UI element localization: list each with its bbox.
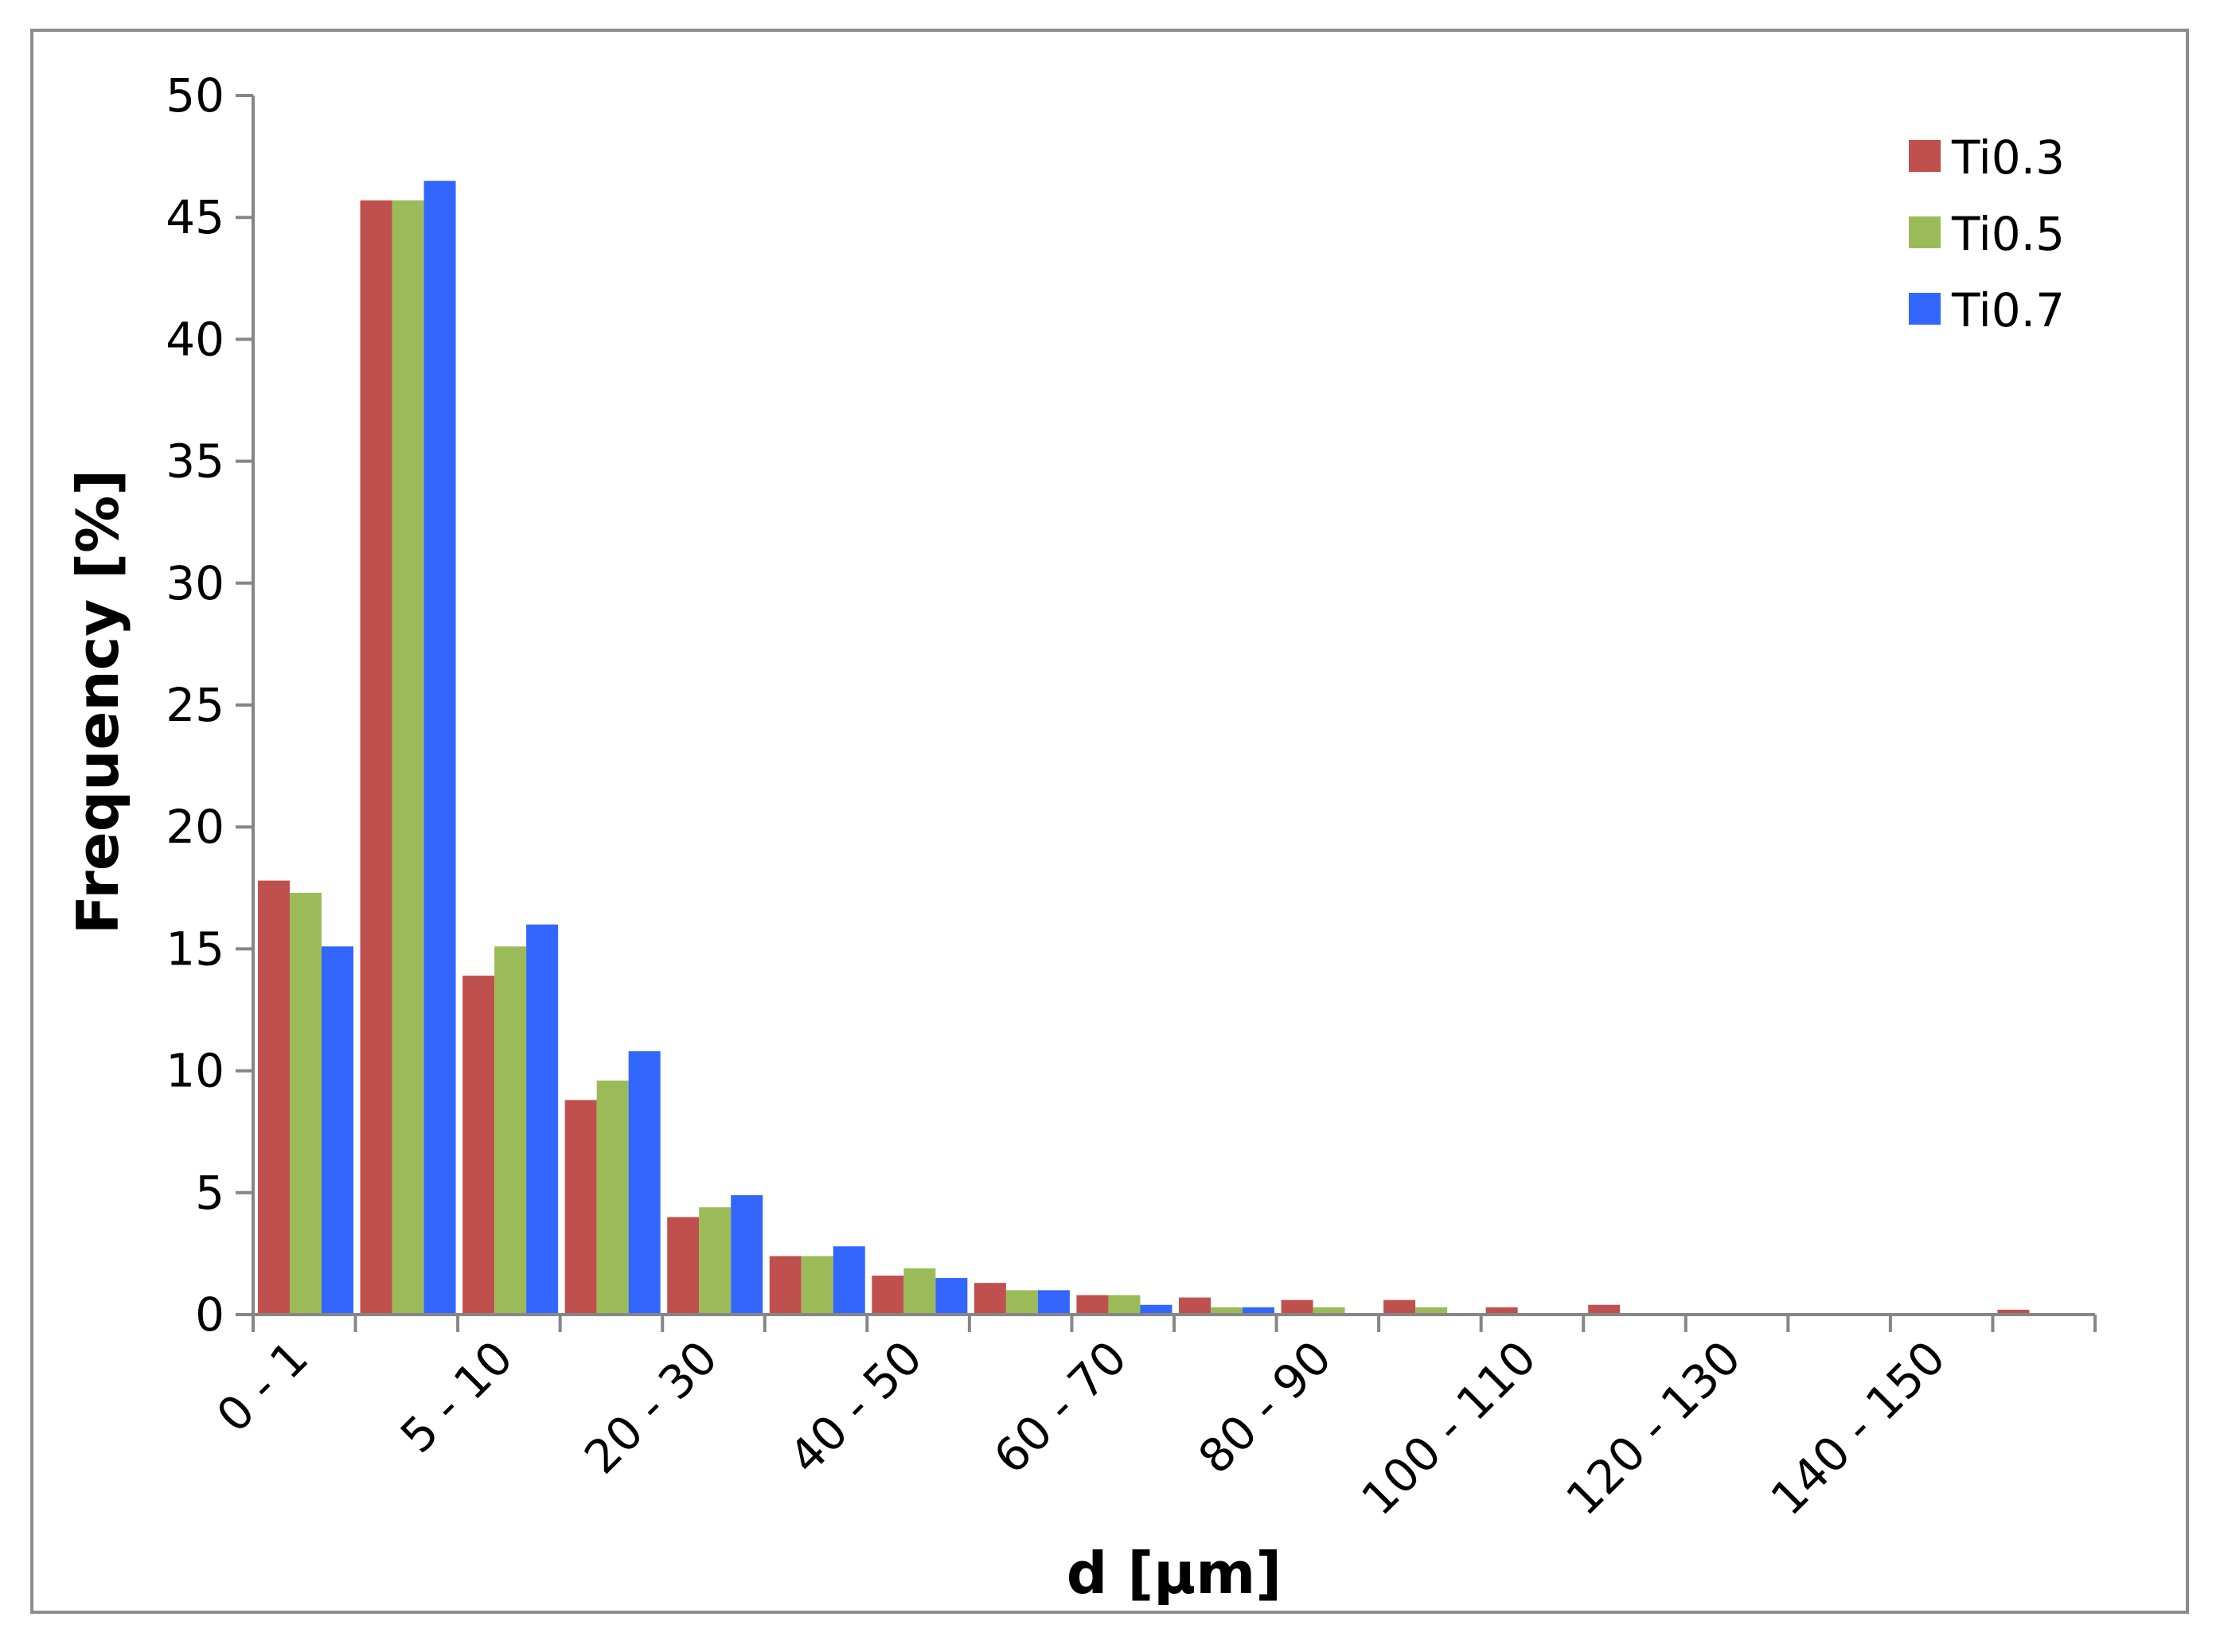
bar-ti0-7-5 <box>731 1194 763 1315</box>
y-tick-label-45: 45 <box>166 190 224 244</box>
bar-ti0-5-11 <box>1313 1307 1345 1315</box>
bar-ti0-5-12 <box>1415 1307 1448 1315</box>
bar-ti0-7-1 <box>322 946 353 1315</box>
y-tick-label-50: 50 <box>166 68 224 123</box>
y-tick-label-10: 10 <box>166 1044 224 1098</box>
x-tick-label-120-130: 120 - 130 <box>1555 1331 1751 1526</box>
bar-ti0-5-2 <box>392 200 424 1315</box>
bar-ti0-5-1 <box>290 892 322 1315</box>
bar-ti0-3-18 <box>1997 1309 2030 1315</box>
bar-ti0-7-6 <box>833 1246 865 1315</box>
bar-ti0-3-13 <box>1485 1307 1518 1315</box>
legend-label-ti0-3: Ti0.3 <box>1951 131 2065 185</box>
x-tick-label-20-30: 20 - 30 <box>574 1331 728 1484</box>
bar-ti0-3-3 <box>462 976 495 1315</box>
bar-ti0-3-4 <box>564 1100 597 1315</box>
x-tick-label-0-1: 0 - 1 <box>206 1331 318 1443</box>
bar-ti0-7-3 <box>526 924 559 1315</box>
bar-ti0-5-3 <box>494 946 527 1315</box>
y-tick-label-5: 5 <box>195 1166 224 1220</box>
bar-ti0-3-5 <box>667 1217 700 1315</box>
bar-ti0-3-7 <box>872 1275 904 1315</box>
bar-ti0-5-9 <box>1108 1295 1141 1315</box>
x-tick-label-80-90: 80 - 90 <box>1188 1331 1341 1484</box>
bar-ti0-5-8 <box>1005 1290 1038 1315</box>
bar-ti0-5-6 <box>801 1256 833 1315</box>
bar-ti0-7-8 <box>1037 1290 1070 1315</box>
y-tick-label-35: 35 <box>166 434 224 489</box>
bar-ti0-3-11 <box>1281 1299 1313 1315</box>
bar-ti0-5-5 <box>699 1207 732 1315</box>
legend-swatch-ti0-5 <box>1909 216 1941 248</box>
bar-ti0-7-9 <box>1140 1304 1172 1315</box>
y-axis-title: Frequency [%] <box>64 469 131 934</box>
y-tick-label-20: 20 <box>166 800 224 854</box>
bar-ti0-3-1 <box>258 880 290 1315</box>
bar-ti0-7-2 <box>423 181 456 1315</box>
x-tick-label-5-10: 5 - 10 <box>390 1331 523 1463</box>
bar-ti0-3-10 <box>1179 1297 1211 1315</box>
x-tick-label-60-70: 60 - 70 <box>983 1331 1137 1484</box>
x-tick-label-140-150: 140 - 150 <box>1761 1331 1957 1526</box>
y-tick-label-40: 40 <box>166 312 224 366</box>
x-axis-title: d [µm] <box>1067 1540 1282 1607</box>
bar-ti0-3-2 <box>360 200 392 1315</box>
legend-swatch-ti0-7 <box>1909 293 1941 325</box>
bar-ti0-3-9 <box>1076 1295 1109 1315</box>
bar-ti0-3-12 <box>1383 1299 1416 1315</box>
bar-ti0-7-4 <box>628 1051 661 1315</box>
bar-ti0-7-10 <box>1243 1307 1274 1315</box>
y-tick-label-30: 30 <box>166 556 224 610</box>
bar-ti0-5-10 <box>1211 1307 1243 1315</box>
bar-ti0-3-14 <box>1588 1304 1621 1315</box>
x-tick-label-100-110: 100 - 110 <box>1351 1331 1547 1526</box>
bar-ti0-5-4 <box>596 1080 629 1315</box>
legend-swatch-ti0-3 <box>1909 140 1941 172</box>
legend-label-ti0-5: Ti0.5 <box>1951 207 2065 261</box>
bar-ti0-3-8 <box>973 1283 1006 1315</box>
bar-ti0-7-7 <box>935 1278 968 1315</box>
y-tick-label-0: 0 <box>195 1288 224 1342</box>
y-tick-label-25: 25 <box>166 678 224 732</box>
legend-label-ti0-7: Ti0.7 <box>1951 283 2065 337</box>
y-tick-label-15: 15 <box>166 921 224 976</box>
x-tick-label-40-50: 40 - 50 <box>778 1331 932 1484</box>
bar-ti0-5-7 <box>903 1268 936 1315</box>
bar-ti0-3-6 <box>769 1256 802 1315</box>
